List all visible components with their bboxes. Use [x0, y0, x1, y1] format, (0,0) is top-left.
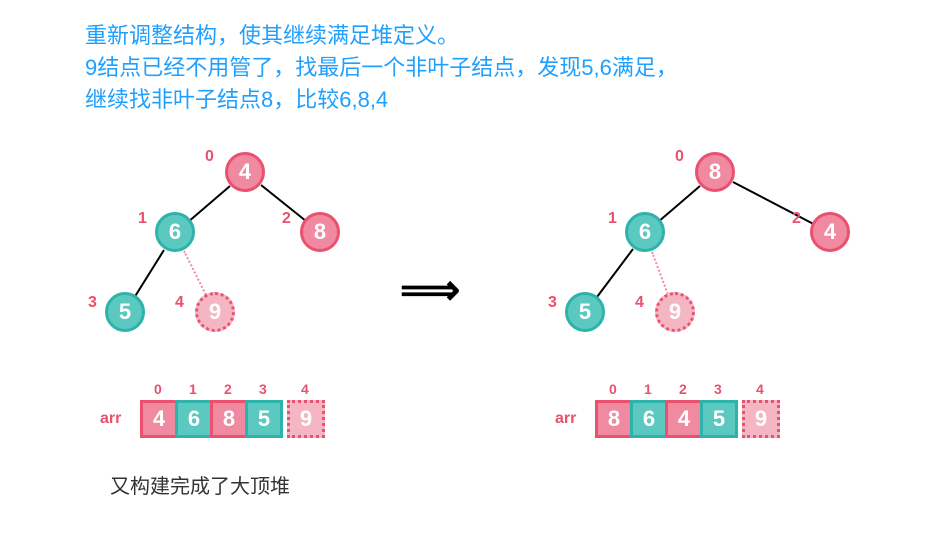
- left-edge: [183, 250, 207, 295]
- right-node-index: 3: [548, 294, 557, 312]
- description-line1: 重新调整结构，使其继续满足堆定义。: [85, 20, 459, 52]
- left-node: 9: [195, 292, 235, 332]
- left-arr-cell-index: 3: [259, 381, 267, 397]
- left-arr: 46859: [140, 400, 325, 438]
- right-arr-label: arr: [555, 410, 576, 428]
- right-node: 5: [565, 292, 605, 332]
- arrow-icon: ⟹: [400, 265, 460, 314]
- right-node: 4: [810, 212, 850, 252]
- right-edge: [660, 185, 701, 220]
- left-arr-cell: 9: [287, 400, 325, 438]
- right-arr-cell: 9: [742, 400, 780, 438]
- right-arr-cell-index: 2: [679, 381, 687, 397]
- right-node-index: 4: [635, 294, 644, 312]
- left-node-index: 1: [138, 210, 147, 228]
- description-line2: 9结点已经不用管了，找最后一个非叶子结点，发现5,6满足，: [85, 52, 678, 84]
- right-arr: 86459: [595, 400, 780, 438]
- right-edge: [651, 251, 669, 294]
- left-arr-cell-index: 1: [189, 381, 197, 397]
- right-node: 9: [655, 292, 695, 332]
- right-arr-cell-index: 3: [714, 381, 722, 397]
- right-node: 6: [625, 212, 665, 252]
- description-line3: 继续找非叶子结点8，比较6,8,4: [85, 84, 388, 116]
- left-arr-cell-index: 0: [154, 381, 162, 397]
- left-edge: [190, 185, 231, 220]
- left-node-index: 2: [282, 210, 291, 228]
- right-arr-cell: 8: [595, 400, 633, 438]
- right-arr-cell: 6: [630, 400, 668, 438]
- left-arr-cell: 5: [245, 400, 283, 438]
- left-node: 5: [105, 292, 145, 332]
- left-node-index: 3: [88, 294, 97, 312]
- right-arr-cell: 4: [665, 400, 703, 438]
- left-node: 4: [225, 152, 265, 192]
- left-node: 6: [155, 212, 195, 252]
- left-edge: [135, 249, 165, 296]
- left-arr-cell: 4: [140, 400, 178, 438]
- right-edge: [596, 248, 634, 297]
- right-arr-cell-index: 1: [644, 381, 652, 397]
- left-arr-cell: 6: [175, 400, 213, 438]
- left-arr-cell-index: 4: [301, 381, 309, 397]
- right-node: 8: [695, 152, 735, 192]
- right-arr-cell-index: 4: [756, 381, 764, 397]
- right-node-index: 0: [675, 148, 684, 166]
- right-arr-cell-index: 0: [609, 381, 617, 397]
- right-arr-cell: 5: [700, 400, 738, 438]
- right-node-index: 2: [792, 210, 801, 228]
- left-node: 8: [300, 212, 340, 252]
- left-node-index: 0: [205, 148, 214, 166]
- left-arr-cell: 8: [210, 400, 248, 438]
- footer-text: 又构建完成了大顶堆: [110, 470, 290, 499]
- left-arr-cell-index: 2: [224, 381, 232, 397]
- right-node-index: 1: [608, 210, 617, 228]
- left-arr-label: arr: [100, 410, 121, 428]
- left-node-index: 4: [175, 294, 184, 312]
